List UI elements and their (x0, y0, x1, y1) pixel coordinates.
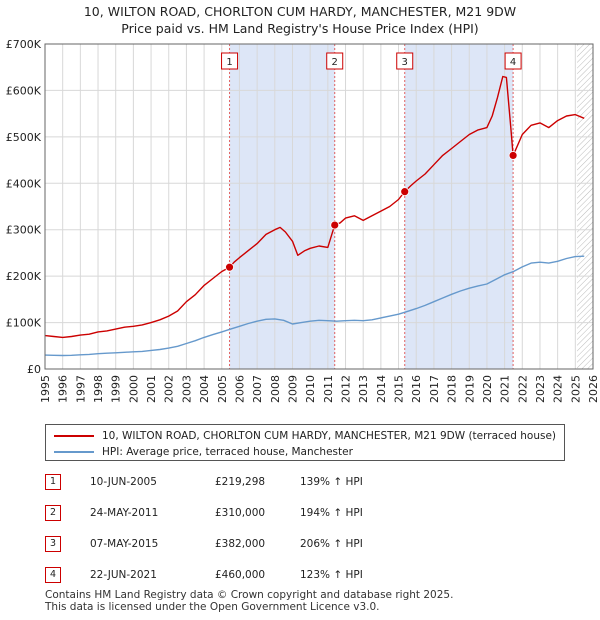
x-tick-label: 2021 (499, 375, 512, 403)
y-tick-label: £300K (6, 224, 42, 237)
property-price-line (44, 75, 585, 339)
x-tick-label: 2008 (269, 375, 282, 403)
transaction-point (225, 262, 234, 272)
x-tick-label: 2026 (587, 375, 600, 403)
x-tick-label: 2014 (375, 375, 388, 403)
transaction-price: £219,298 (215, 476, 266, 488)
x-tick-label: 2004 (198, 375, 211, 403)
title-line-1: 10, WILTON ROAD, CHORLTON CUM HARDY, MAN… (83, 4, 517, 19)
transaction-label-box (221, 52, 239, 70)
legend-label-hpi: HPI: Average price, terraced house, Manc… (102, 446, 353, 458)
transaction-price: £460,000 (215, 569, 266, 581)
transaction-label: 1 (226, 57, 232, 68)
transaction-label-box (326, 52, 344, 70)
legend-item-hpi: HPI: Average price, terraced house, Manc… (54, 444, 353, 460)
x-tick-label: 2024 (552, 375, 565, 403)
x-tick-label: 2005 (216, 375, 229, 403)
transaction-price: £382,000 (215, 538, 266, 550)
x-tick-label: 2006 (233, 375, 246, 403)
transaction-point (330, 220, 340, 230)
transaction-point (400, 187, 410, 197)
price-chart: £0 £100K £200K £300K £400K £500K £600K £700K 199… (6, 38, 600, 403)
y-tick-label: £100K (6, 317, 42, 330)
x-tick-label: 2000 (127, 375, 140, 403)
x-tick-label: 2013 (357, 375, 370, 403)
plot-frame (44, 43, 594, 370)
x-tick-label: 2022 (516, 375, 529, 403)
legend-swatch-property (54, 435, 94, 437)
transaction-hpi-change: 194% ↑ HPI (300, 507, 363, 519)
x-tick-label: 2016 (410, 375, 423, 403)
x-tick-label: 2015 (393, 375, 406, 403)
legend-label-property: 10, WILTON ROAD, CHORLTON CUM HARDY, MAN… (102, 430, 556, 442)
x-tick-label: 1999 (110, 375, 123, 403)
transaction-label: 2 (332, 57, 338, 68)
transaction-label: 4 (510, 57, 516, 68)
table-row: 3 07-MAY-2015 £382,000 206% ↑ HPI (45, 534, 565, 554)
x-tick-label: 2010 (304, 375, 317, 403)
transaction-number-badge: 1 (45, 474, 61, 490)
legend-item-property: 10, WILTON ROAD, CHORLTON CUM HARDY, MAN… (54, 428, 556, 444)
transaction-date: 22-JUN-2021 (90, 569, 157, 581)
transaction-date: 24-MAY-2011 (90, 507, 159, 519)
transaction-label: 3 (402, 57, 408, 68)
y-tick-label: £200K (6, 270, 42, 283)
x-tick-label: 2007 (251, 375, 264, 403)
footer-copyright: Contains HM Land Registry data © Crown c… (45, 589, 454, 601)
transaction-number-badge: 4 (45, 567, 61, 583)
title-line-2: Price paid vs. HM Land Registry's House … (121, 21, 479, 36)
transaction-hpi-change: 123% ↑ HPI (300, 569, 363, 581)
x-tick-label: 2002 (163, 375, 176, 403)
chart-title: 10, WILTON ROAD, CHORLTON CUM HARDY, MAN… (0, 3, 600, 37)
transaction-point (508, 151, 518, 160)
x-tick-label: 1996 (57, 375, 70, 403)
x-tick-label: 2018 (446, 375, 459, 403)
shaded-period (229, 44, 335, 369)
x-tick-label: 2023 (534, 375, 547, 403)
x-tick-label: 2003 (180, 375, 193, 403)
y-tick-label: £700K (6, 38, 42, 51)
x-tick-label: 1997 (74, 375, 87, 403)
x-tick-label: 2017 (428, 375, 441, 403)
footer-licence: This data is licensed under the Open Gov… (45, 601, 380, 613)
x-tick-label: 2009 (286, 375, 299, 403)
x-tick-label: 2025 (569, 375, 582, 403)
transaction-label-box (396, 52, 414, 70)
transaction-price: £310,000 (215, 507, 266, 519)
transaction-label-box (504, 52, 522, 70)
x-tick-label: 1998 (92, 375, 105, 403)
y-tick-label: £500K (6, 131, 42, 144)
legend-swatch-hpi (54, 451, 94, 453)
forecast-region (577, 44, 593, 369)
footer: Contains HM Land Registry data © Crown c… (45, 589, 453, 613)
x-tick-label: 2012 (340, 375, 353, 403)
hpi-line (44, 255, 585, 357)
y-tick-label: £400K (6, 177, 42, 190)
table-row: 2 24-MAY-2011 £310,000 194% ↑ HPI (45, 503, 565, 523)
transaction-hpi-change: 206% ↑ HPI (300, 538, 363, 550)
transaction-number-badge: 2 (45, 505, 61, 521)
y-tick-label: £600K (6, 84, 42, 97)
transaction-date: 10-JUN-2005 (90, 476, 157, 488)
x-tick-label: 2019 (463, 375, 476, 403)
x-tick-label: 2011 (322, 375, 335, 403)
transaction-hpi-change: 139% ↑ HPI (300, 476, 363, 488)
table-row: 1 10-JUN-2005 £219,298 139% ↑ HPI (45, 472, 565, 492)
transaction-date: 07-MAY-2015 (90, 538, 159, 550)
y-tick-label: £0 (27, 363, 41, 376)
x-tick-label: 1995 (39, 375, 52, 403)
x-tick-label: 2001 (145, 375, 158, 403)
shaded-period (404, 44, 514, 369)
transaction-number-badge: 3 (45, 536, 61, 552)
x-tick-label: 2020 (481, 375, 494, 403)
table-row: 4 22-JUN-2021 £460,000 123% ↑ HPI (45, 565, 565, 585)
legend: 10, WILTON ROAD, CHORLTON CUM HARDY, MAN… (45, 424, 565, 461)
